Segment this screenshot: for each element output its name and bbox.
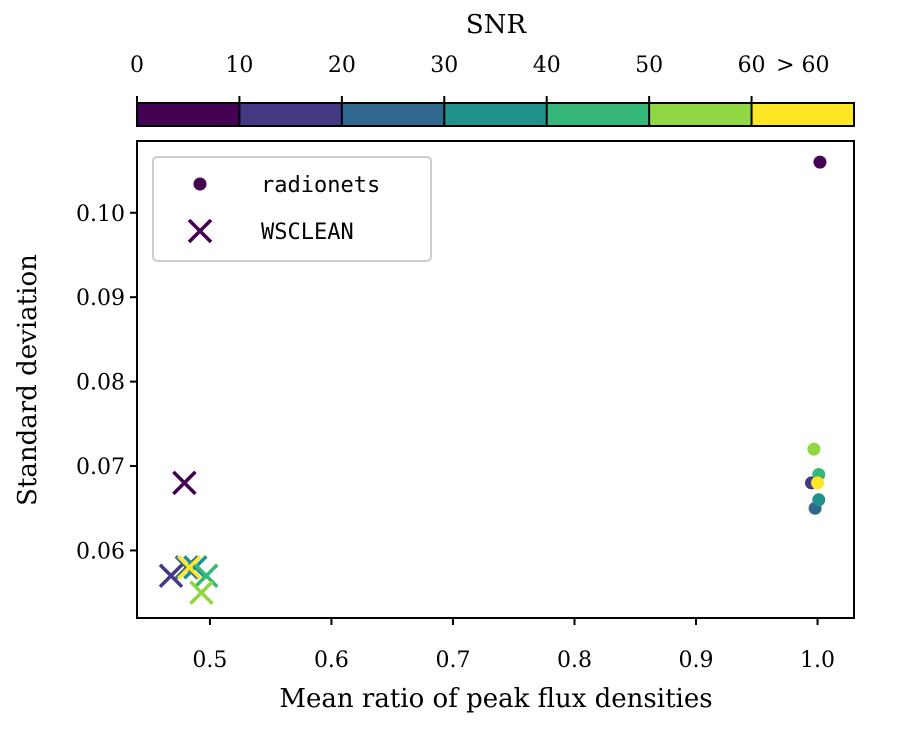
legend-circle-marker bbox=[193, 177, 207, 191]
colorbar-frame bbox=[136, 102, 855, 127]
y-tick-label: 0.08 bbox=[76, 371, 125, 396]
x-tick-label: 0.9 bbox=[679, 648, 714, 673]
colorbar-bins bbox=[137, 103, 855, 126]
radionets-point bbox=[812, 493, 826, 507]
wsclean-point bbox=[194, 563, 219, 589]
y-tick-label: 0.06 bbox=[76, 539, 125, 564]
x-tick-label: 0.6 bbox=[314, 648, 349, 673]
x-tick-label: 1.0 bbox=[800, 648, 835, 673]
colorbar-label: SNR bbox=[466, 10, 528, 40]
colorbar-bin bbox=[137, 103, 240, 126]
wsclean-point bbox=[189, 580, 214, 605]
radionets-point bbox=[807, 442, 821, 456]
colorbar-bin bbox=[751, 103, 855, 126]
wsclean-point bbox=[172, 470, 197, 496]
legend-x-marker bbox=[187, 218, 213, 244]
colorbar-tick-label: 40 bbox=[533, 53, 561, 78]
colorbar-bin bbox=[341, 103, 445, 126]
x-axis-label: Mean ratio of peak flux densities bbox=[279, 684, 712, 714]
y-axis-ticks: 0.06 0.07 0.08 0.09 0.10 bbox=[76, 202, 137, 564]
colorbar-ticks bbox=[136, 96, 753, 126]
y-tick-label: 0.09 bbox=[76, 286, 125, 311]
data-points bbox=[158, 155, 827, 605]
colorbar-tick-label: 10 bbox=[225, 53, 253, 78]
y-tick-label: 0.07 bbox=[76, 455, 125, 480]
radionets-point bbox=[811, 476, 825, 490]
legend-label-radionets: radionets bbox=[261, 173, 380, 198]
x-tick-label: 0.7 bbox=[435, 648, 470, 673]
x-axis-ticks: 0.5 0.6 0.7 0.8 0.9 1.0 bbox=[192, 618, 835, 673]
colorbar-bin bbox=[444, 103, 548, 126]
colorbar-bin bbox=[649, 103, 753, 126]
x-tick-label: 0.5 bbox=[192, 648, 227, 673]
radionets-point bbox=[813, 155, 827, 169]
wsclean-point bbox=[183, 555, 208, 580]
legend: radionets WSCLEAN bbox=[152, 156, 432, 262]
colorbar-tick-label: > 60 bbox=[776, 53, 829, 78]
y-axis-label: Standard deviation bbox=[13, 254, 43, 506]
x-tick-label: 0.8 bbox=[557, 648, 592, 673]
wsclean-point bbox=[158, 563, 184, 589]
legend-frame bbox=[152, 156, 432, 262]
colorbar-tick-label: 30 bbox=[430, 53, 458, 78]
colorbar-tick-label: 60 bbox=[738, 53, 766, 78]
colorbar-tick-label: 50 bbox=[635, 53, 663, 78]
y-tick-label: 0.10 bbox=[76, 202, 125, 227]
wsclean-point bbox=[177, 555, 202, 580]
colorbar-bin bbox=[239, 103, 343, 126]
colorbar-bin bbox=[546, 103, 650, 126]
colorbar-tick-label: 20 bbox=[328, 53, 356, 78]
colorbar-tick-labels: 0 10 20 30 40 50 60 > 60 bbox=[130, 53, 829, 78]
colorbar-tick-label: 0 bbox=[130, 53, 144, 78]
legend-label-wsclean: WSCLEAN bbox=[261, 220, 354, 245]
